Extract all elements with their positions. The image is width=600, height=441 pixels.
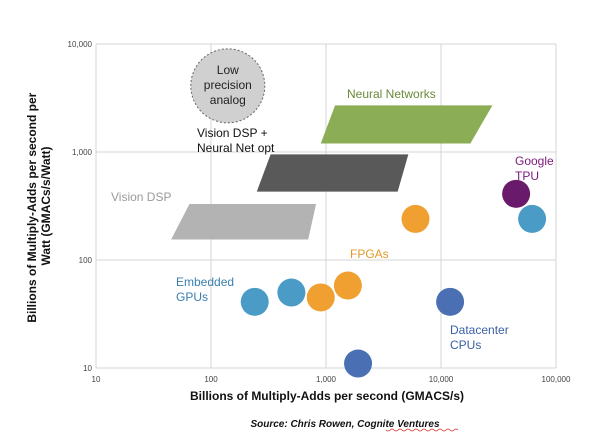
source-prefix: Source: Chris Rowen, bbox=[250, 419, 357, 430]
vision-dsp-region bbox=[171, 204, 317, 240]
embedded-gpus-label: GPUs bbox=[176, 290, 208, 304]
datacenter-cpus-label: CPUs bbox=[450, 338, 481, 352]
ticks: 10 100 1,000 10,000 100,000 10 100 1,000 10,000 bbox=[68, 40, 571, 384]
grid bbox=[95, 43, 557, 369]
fpgas-label: FPGAs bbox=[350, 247, 389, 261]
x-tick-label: 100,000 bbox=[542, 375, 571, 384]
y-tick-label: 100 bbox=[79, 256, 93, 265]
embedded-gpus-label: Embedded bbox=[176, 275, 234, 289]
y-axis-title: Billions of Multiply-Adds per second per… bbox=[25, 89, 53, 322]
y-tick-label: 1,000 bbox=[72, 148, 93, 157]
data-point bbox=[502, 179, 531, 208]
neural-networks-region bbox=[320, 105, 493, 144]
low-precision-analog-label: Low bbox=[217, 63, 239, 77]
vision-dsp-neural-net-region-label: Neural Net opt bbox=[197, 141, 275, 155]
low-precision-analog-bubble bbox=[190, 48, 266, 124]
y-tick-label: 10,000 bbox=[68, 40, 93, 49]
data-point bbox=[240, 287, 269, 316]
data-point bbox=[344, 349, 373, 378]
low-precision-analog-label: analog bbox=[210, 93, 246, 107]
x-tick-label: 10 bbox=[92, 375, 101, 384]
data-point bbox=[277, 278, 306, 307]
source-note: Source: Chris Rowen, Cognite Ventures bbox=[250, 419, 440, 430]
y-tick-label: 10 bbox=[83, 364, 92, 373]
points bbox=[240, 179, 547, 378]
spellcheck-underline bbox=[385, 428, 459, 432]
datacenter-cpus-label: Datacenter bbox=[450, 323, 509, 337]
google-tpu-label: TPU bbox=[515, 169, 539, 183]
data-point bbox=[306, 283, 335, 312]
vision-dsp-neural-net-region bbox=[256, 154, 409, 192]
neural-networks-region-label: Neural Networks bbox=[347, 87, 436, 101]
vision-dsp-region-label: Vision DSP bbox=[111, 190, 171, 204]
data-point bbox=[333, 271, 362, 300]
y-axis-title-line-1: Billions of Multiply-Adds per second per bbox=[25, 92, 39, 322]
data-point bbox=[436, 287, 465, 316]
low-precision-analog-label: precision bbox=[204, 78, 252, 92]
x-axis-title: Billions of Multiply-Adds per second (GM… bbox=[190, 389, 464, 403]
x-tick-label: 10,000 bbox=[429, 375, 454, 384]
google-tpu-label: Google bbox=[515, 154, 554, 168]
x-tick-label: 100 bbox=[204, 375, 218, 384]
y-axis-title-line-2: Watt (GMACs/s/Watt) bbox=[39, 146, 53, 265]
data-point bbox=[518, 204, 547, 233]
regions bbox=[171, 48, 493, 240]
vision-dsp-neural-net-region-label: Vision DSP + bbox=[197, 126, 268, 140]
source-company: Cognite Ventures bbox=[357, 419, 440, 430]
data-point bbox=[401, 204, 430, 233]
x-tick-label: 1,000 bbox=[316, 375, 337, 384]
